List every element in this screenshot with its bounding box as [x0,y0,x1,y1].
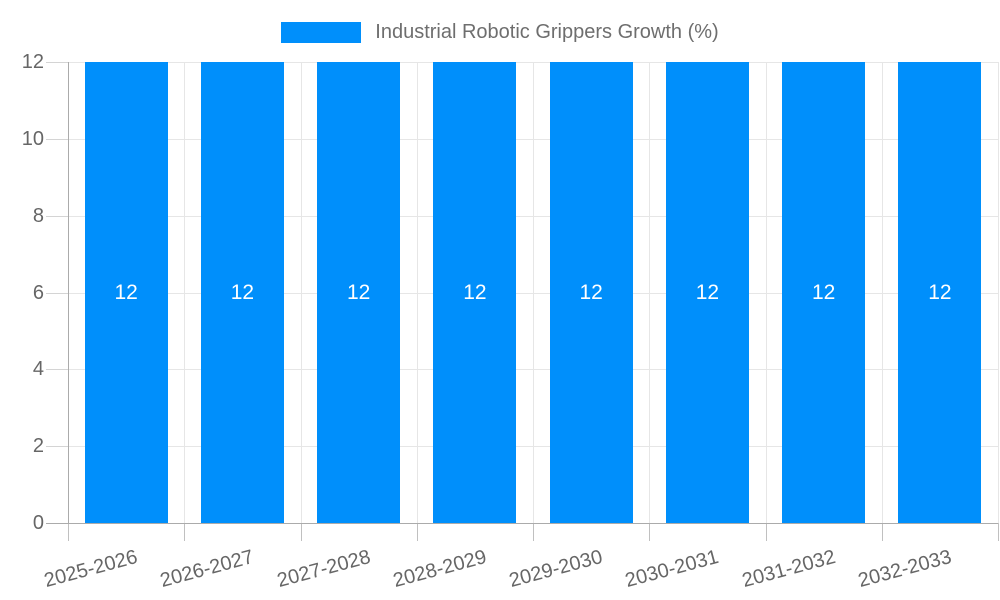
x-axis-tick [649,523,650,541]
y-axis-line [68,62,69,523]
bar[interactable]: 12 [84,62,168,523]
gridline-vertical [998,62,999,523]
gridline-vertical [417,62,418,523]
bar[interactable]: 12 [782,62,866,523]
bar[interactable]: 12 [200,62,284,523]
bar-value-label: 12 [695,280,720,304]
x-axis-tick [766,523,767,541]
y-axis-label: 6 [32,282,44,304]
x-axis-tick [533,523,534,541]
y-axis-tick [46,446,68,447]
bar[interactable]: 12 [317,62,401,523]
bar-value-label: 12 [114,280,138,304]
x-axis-tick [882,523,883,541]
x-axis-tick [301,523,302,541]
gridline-vertical [649,62,650,523]
x-axis-line [46,523,998,524]
gridline-vertical [184,62,185,523]
gridline-vertical [882,62,883,523]
legend[interactable]: Industrial Robotic Grippers Growth (%) [0,20,1000,44]
x-axis-tick [68,523,69,541]
bar[interactable]: 12 [549,62,633,523]
y-axis-tick [46,139,68,140]
bar[interactable]: 12 [898,62,982,523]
gridline-vertical [301,62,302,523]
x-axis-tick [184,523,185,541]
y-axis-label: 4 [32,358,44,380]
y-axis-tick [46,369,68,370]
legend-swatch [281,21,362,43]
bar-value-label: 12 [811,280,836,304]
bar-value-label: 12 [579,280,603,304]
gridline-vertical [766,62,767,523]
y-axis-tick [46,62,68,63]
y-axis-tick [46,216,68,217]
bar-value-label: 12 [928,280,952,304]
legend-label: Industrial Robotic Grippers Growth (%) [375,21,719,43]
bar-value-label: 12 [230,280,255,304]
y-axis-label: 0 [32,512,44,534]
y-axis-tick [46,293,68,294]
bar[interactable]: 12 [665,62,749,523]
bar[interactable]: 12 [433,62,517,523]
y-axis-label: 8 [32,205,44,227]
y-axis-label: 2 [32,435,44,457]
x-axis-tick [998,523,999,541]
y-axis-label: 10 [21,128,44,150]
gridline-vertical [533,62,534,523]
bar-value-label: 12 [463,280,487,304]
y-axis-label: 12 [21,51,44,73]
x-axis-tick [417,523,418,541]
bar-value-label: 12 [346,280,371,304]
